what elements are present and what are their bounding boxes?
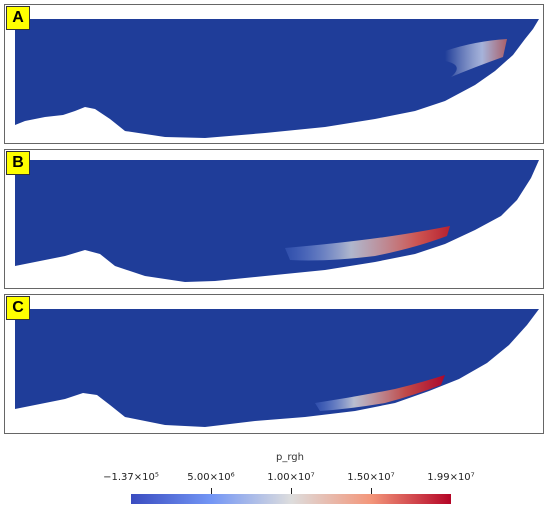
panel-label-c: C <box>6 296 30 320</box>
colorbar-tick-mark <box>211 488 212 494</box>
colorbar-tick-mark <box>291 488 292 494</box>
colorbar-tick-label: 1.50×10⁷ <box>347 472 395 483</box>
panel-label-b: B <box>6 151 30 175</box>
panel-b: B <box>4 149 544 289</box>
panel-label-a: A <box>6 6 30 30</box>
pressure-highlight-b <box>285 226 450 261</box>
pressure-highlight-c <box>315 375 445 411</box>
domain-shape-a <box>15 19 539 138</box>
colorbar-gradient <box>131 494 451 504</box>
domain-shape-c <box>15 309 539 427</box>
panel-a: A <box>4 4 544 144</box>
pressure-highlight-a <box>445 39 507 77</box>
colorbar-tick-mark <box>371 488 372 494</box>
colorbar-legend: p_rgh −1.37×10⁵ 5.00×10⁶ 1.00×10⁷ 1.50×1… <box>90 452 490 508</box>
colorbar-tick-label: 5.00×10⁶ <box>187 472 235 483</box>
panel-c: C <box>4 294 544 434</box>
domain-shape-b <box>15 160 539 282</box>
pressure-field-a <box>15 19 539 138</box>
colorbar-tick-label: 1.99×10⁷ <box>427 472 475 483</box>
colorbar-title: p_rgh <box>276 452 304 463</box>
pressure-field-c <box>15 309 539 427</box>
colorbar-tick-label: 1.00×10⁷ <box>267 472 315 483</box>
colorbar-tick-label: −1.37×10⁵ <box>103 472 159 483</box>
pressure-field-b <box>15 160 539 282</box>
